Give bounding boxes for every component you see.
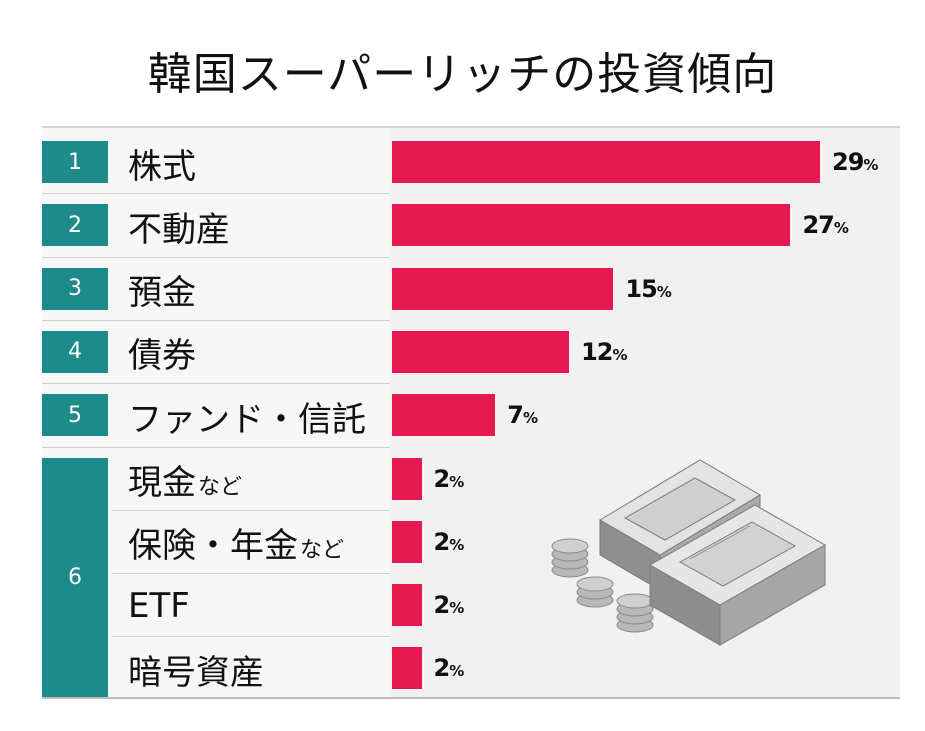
data-value-number: 7 [507, 401, 524, 430]
category-label-text: 現金 [128, 463, 196, 503]
rank-badge: 5 [42, 394, 108, 437]
row-separator [42, 446, 390, 448]
data-value-number: 2 [433, 464, 451, 493]
rank-badge: 1 [42, 141, 108, 183]
data-bar [392, 457, 422, 500]
rank-number: 3 [68, 276, 82, 302]
row-separator [112, 573, 390, 575]
data-value-label: 15% [625, 274, 672, 303]
data-value-unit: % [449, 472, 464, 491]
data-value-label: 2% [433, 591, 465, 620]
data-bar [392, 520, 422, 563]
category-label: 債券 [128, 325, 196, 381]
data-bar [392, 394, 496, 437]
category-label: 預金 [128, 262, 196, 318]
data-bar [392, 330, 570, 373]
category-label: 現金 など [128, 452, 242, 508]
rank-number: 4 [68, 339, 82, 365]
rank-number: 6 [68, 564, 82, 590]
row-separator [42, 193, 390, 195]
category-label: 株式 [128, 135, 196, 191]
data-value-number: 2 [433, 527, 451, 556]
data-bar [392, 647, 422, 690]
top-rule [42, 126, 900, 128]
data-bar [392, 584, 422, 627]
data-value-label: 29% [832, 148, 878, 176]
row-separator [42, 383, 390, 385]
category-label-text: 預金 [128, 273, 196, 314]
data-bar [392, 204, 791, 247]
data-value-unit: % [523, 409, 538, 428]
data-value-unit: % [449, 535, 464, 554]
category-label-text: 保険・年金 [128, 526, 298, 567]
data-value-unit: % [833, 219, 849, 238]
chart-title: 韓国スーパーリッチの投資傾向 [147, 49, 778, 100]
data-value-unit: % [449, 599, 464, 618]
data-value-unit: % [656, 282, 672, 301]
data-value-number: 12 [581, 337, 613, 366]
data-value-label: 2% [433, 464, 465, 493]
row-separator [42, 319, 390, 321]
data-value-label: 2% [433, 654, 465, 683]
data-value-label: 27% [802, 211, 849, 240]
row-separator [42, 256, 390, 258]
rank-badge: 6 [42, 457, 108, 697]
category-label-text: ファンド・信託 [128, 399, 366, 440]
data-value-label: 7% [507, 401, 538, 430]
data-value-number: 2 [433, 591, 451, 620]
category-label-suffix: など [198, 474, 243, 500]
data-value-number: 2 [433, 654, 451, 683]
data-value-number: 29 [832, 148, 864, 176]
category-label: 不動産 [128, 198, 230, 254]
rank-number: 5 [68, 402, 82, 428]
data-value-label: 2% [433, 527, 465, 556]
row-separator [112, 509, 390, 511]
data-value-number: 27 [802, 211, 834, 240]
category-label-text: 暗号資産 [128, 652, 264, 693]
category-label-suffix: など [300, 537, 345, 563]
data-value-number: 15 [625, 274, 657, 303]
data-value-label: 12% [581, 337, 628, 366]
category-label: ETF [128, 578, 190, 634]
data-bar [392, 267, 614, 310]
rank-badge: 4 [42, 330, 108, 373]
category-label: 暗号資産 [128, 641, 264, 697]
data-value-unit: % [449, 662, 464, 681]
category-label-text: 株式 [128, 146, 196, 187]
data-value-unit: % [863, 156, 878, 174]
row-separator [112, 636, 390, 638]
category-label-text: 債券 [128, 336, 196, 377]
rank-number: 1 [68, 149, 82, 175]
money-stack-illustration [551, 459, 827, 646]
category-label: 保険・年金 など [128, 515, 344, 571]
bottom-rule [42, 697, 900, 699]
category-label: ファンド・信託 [128, 388, 366, 444]
data-bar [392, 141, 820, 183]
data-value-unit: % [612, 345, 628, 364]
rank-number: 2 [68, 212, 82, 238]
rank-badge: 2 [42, 204, 108, 247]
rank-badge: 3 [42, 267, 108, 310]
category-label-text: ETF [128, 586, 190, 627]
category-label-text: 不動産 [128, 209, 230, 250]
